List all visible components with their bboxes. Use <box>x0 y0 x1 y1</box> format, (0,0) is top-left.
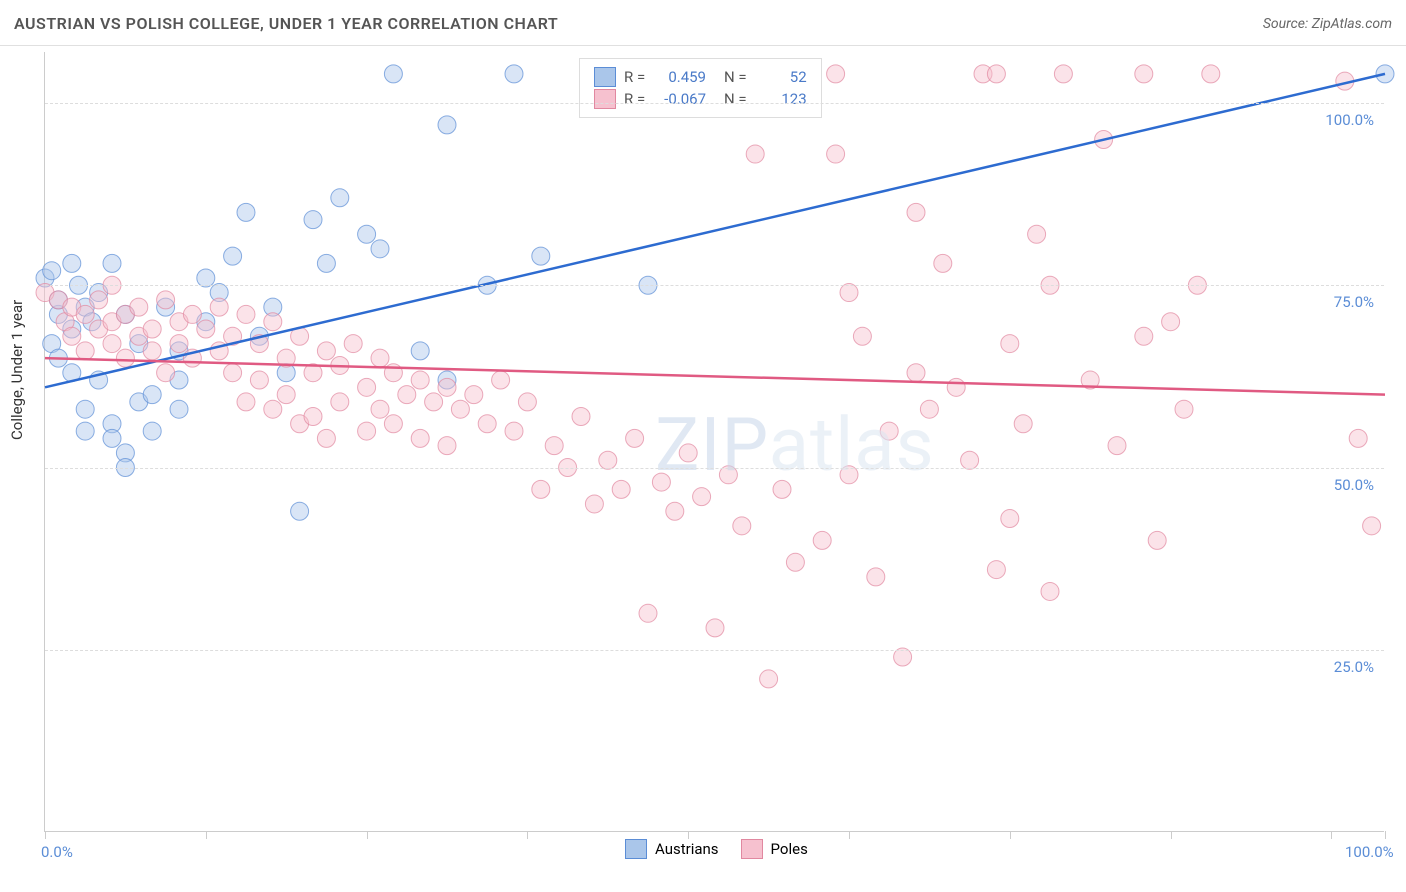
legend-r-label: R = <box>624 68 646 86</box>
y-tick-label: 25.0% <box>1334 658 1374 676</box>
gridline <box>45 285 1384 286</box>
watermark-main: ZIP <box>655 402 769 489</box>
legend-r-label: R = <box>624 90 646 108</box>
x-tick <box>688 831 689 839</box>
watermark-light: atlas <box>769 402 935 489</box>
x-tick <box>45 831 46 839</box>
legend-stats: R = 0.459 N = 52 R = -0.067 N = 123 <box>579 58 822 118</box>
x-tick <box>1331 831 1332 839</box>
x-tick <box>367 831 368 839</box>
y-tick-label: 75.0% <box>1334 293 1374 311</box>
plot-area: ZIPatlas R =0.459N =52R =-0.067N =123 Au… <box>44 52 1384 832</box>
legend-stat-row: R = -0.067 N = 123 <box>594 89 807 109</box>
legend-n-value: 52 <box>755 68 807 86</box>
watermark: ZIPatlas <box>655 402 935 489</box>
legend-n-label: N = <box>724 90 747 108</box>
plot-svg <box>45 52 1384 831</box>
legend-n-label: N = <box>724 68 747 86</box>
x-tick-label: 0.0% <box>41 843 73 861</box>
chart-title: AUSTRIAN VS POLISH COLLEGE, UNDER 1 YEAR… <box>14 14 558 33</box>
y-tick-label: 50.0% <box>1334 476 1374 494</box>
legend-label: Austrians <box>655 840 719 858</box>
x-tick <box>849 831 850 839</box>
legend-swatch <box>594 67 616 87</box>
x-tick <box>1385 831 1386 839</box>
y-tick-label: 100.0% <box>1325 111 1374 129</box>
legend-label: Poles <box>771 840 808 858</box>
x-tick-label: 100.0% <box>1345 843 1394 861</box>
chart-container: AUSTRIAN VS POLISH COLLEGE, UNDER 1 YEAR… <box>0 0 1406 892</box>
legend-r-value: -0.067 <box>654 90 706 108</box>
gridline <box>45 468 1384 469</box>
legend-item: Poles <box>741 839 808 859</box>
legend-n-value: 123 <box>755 90 807 108</box>
header: AUSTRIAN VS POLISH COLLEGE, UNDER 1 YEAR… <box>0 0 1406 46</box>
x-tick <box>206 831 207 839</box>
legend-stat-row: R = 0.459 N = 52 <box>594 67 807 87</box>
source-label: Source: ZipAtlas.com <box>1263 16 1392 32</box>
legend-item: Austrians <box>625 839 719 859</box>
legend-swatch <box>625 839 647 859</box>
y-axis-label: College, Under 1 year <box>8 300 26 440</box>
x-tick <box>1171 831 1172 839</box>
legend-swatch <box>741 839 763 859</box>
legend-r-value: 0.459 <box>654 68 706 86</box>
legend-series: Austrians Poles <box>625 839 808 859</box>
x-tick <box>1010 831 1011 839</box>
gridline <box>45 650 1384 651</box>
gridline <box>45 103 1384 104</box>
legend-swatch <box>594 89 616 109</box>
x-tick <box>527 831 528 839</box>
